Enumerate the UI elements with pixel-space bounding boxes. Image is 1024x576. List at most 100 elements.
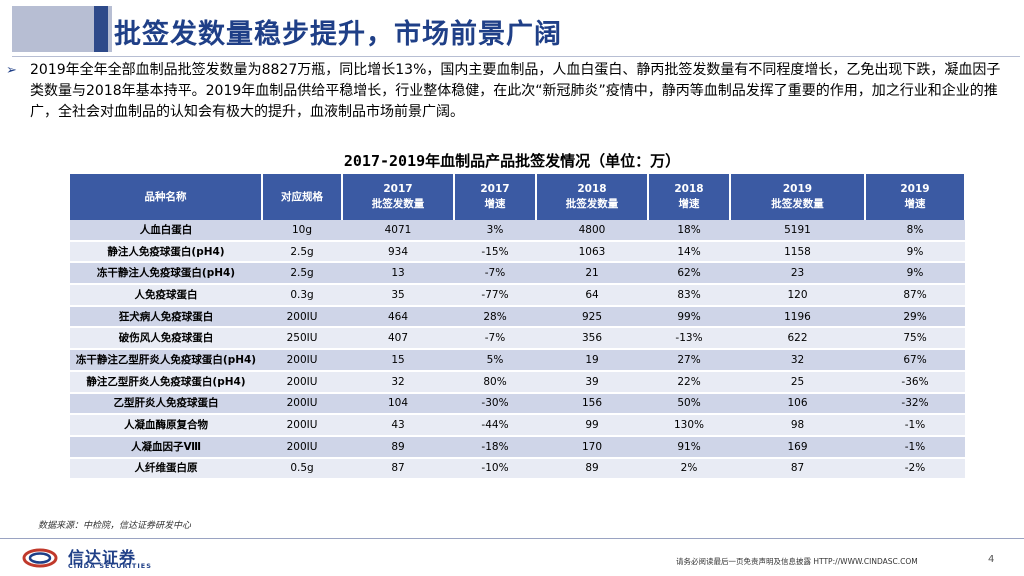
data-source-note: 数据来源：中检院，信达证券研发中心 bbox=[38, 521, 192, 531]
product-name-cell: 人凝血因子Ⅷ bbox=[70, 435, 262, 459]
table-row: 破伤风人免疫球蛋白 250IU 407 -7% 356 -13% 622 75% bbox=[70, 327, 965, 351]
product-name-cell: 狂犬病人免疫球蛋白 bbox=[70, 305, 262, 329]
arrow-bullet-icon: ➢ bbox=[6, 63, 17, 78]
table-cell: 200IU bbox=[262, 305, 342, 329]
column-header: 品种名称 bbox=[70, 174, 263, 220]
table-cell: -32% bbox=[865, 392, 965, 416]
product-name-cell: 静注乙型肝炎人免疫球蛋白(pH4) bbox=[70, 370, 262, 394]
table-cell: -15% bbox=[454, 240, 536, 264]
table-cell: 4071 bbox=[342, 220, 454, 242]
summary-text: 2019年全年全部血制品批签发数量为8827万瓶，同比增长13%，国内主要血制品… bbox=[30, 62, 1001, 120]
table-cell: -18% bbox=[454, 435, 536, 459]
table-cell: 21 bbox=[536, 262, 648, 286]
table-cell: 10g bbox=[262, 220, 342, 242]
table-cell: 28% bbox=[454, 305, 536, 329]
table-cell: -77% bbox=[454, 284, 536, 307]
title-divider bbox=[12, 56, 1020, 57]
table-cell: 1063 bbox=[536, 240, 648, 264]
table-cell: -7% bbox=[454, 262, 536, 286]
table-cell: 89 bbox=[342, 435, 454, 459]
table-cell: 67% bbox=[865, 349, 965, 372]
table-cell: 14% bbox=[648, 240, 730, 264]
product-name-cell: 人血白蛋白 bbox=[70, 220, 262, 242]
table-cell: -13% bbox=[648, 327, 730, 351]
product-name-cell: 冻干静注乙型肝炎人免疫球蛋白(pH4) bbox=[70, 349, 262, 372]
table-row: 狂犬病人免疫球蛋白 200IU 464 28% 925 99% 1196 29% bbox=[70, 305, 965, 329]
table-cell: 2% bbox=[648, 457, 730, 481]
table-cell: 925 bbox=[536, 305, 648, 329]
table-body: 人血白蛋白 10g 4071 3% 4800 18% 5191 8% 静注人免疫球蛋白(pH4)… bbox=[70, 220, 965, 481]
table-title: 2017-2019年血制品产品批签发情况（单位：万） bbox=[343, 152, 681, 170]
table-cell: 99% bbox=[648, 305, 730, 329]
table-cell: 29% bbox=[865, 305, 965, 329]
cinda-swirl-icon bbox=[22, 548, 58, 568]
batch-release-table: 品种名称 对应规格 2017 批签发数量 2017 增速 2018 批签发数量 2018 增速 20… bbox=[70, 174, 966, 481]
table-cell: 87 bbox=[730, 457, 865, 481]
title-bar: 批签发数量稳步提升，市场前景广阔 bbox=[12, 6, 1020, 57]
column-header: 2019 增速 bbox=[865, 174, 966, 220]
table-cell: 80% bbox=[454, 370, 536, 394]
table-cell: 18% bbox=[648, 220, 730, 242]
table-row: 乙型肝炎人免疫球蛋白 200IU 104 -30% 156 50% 106 -32% bbox=[70, 392, 965, 416]
column-header: 2017 批签发数量 bbox=[342, 174, 455, 220]
disclaimer-text: 请务必阅读最后一页免责声明及信息披露 HTTP://WWW.CINDASC.CO… bbox=[676, 557, 918, 566]
product-name-cell: 破伤风人免疫球蛋白 bbox=[70, 327, 262, 351]
table-cell: 0.5g bbox=[262, 457, 342, 481]
table-cell: 106 bbox=[730, 392, 865, 416]
column-header: 2017 增速 bbox=[454, 174, 537, 220]
table-cell: 120 bbox=[730, 284, 865, 307]
table-cell: 356 bbox=[536, 327, 648, 351]
table-cell: 200IU bbox=[262, 435, 342, 459]
table-cell: 8% bbox=[865, 220, 965, 242]
table-cell: 87% bbox=[865, 284, 965, 307]
table-cell: 200IU bbox=[262, 392, 342, 416]
table-cell: 407 bbox=[342, 327, 454, 351]
table-cell: 2.5g bbox=[262, 262, 342, 286]
table-cell: 464 bbox=[342, 305, 454, 329]
table-cell: 2.5g bbox=[262, 240, 342, 264]
table-header-row: 品种名称 对应规格 2017 批签发数量 2017 增速 2018 批签发数量 2018 增速 20… bbox=[70, 174, 966, 220]
table-cell: 43 bbox=[342, 414, 454, 437]
table-row: 冻干静注乙型肝炎人免疫球蛋白(pH4) 200IU 15 5% 19 27% 32 67% bbox=[70, 349, 965, 372]
product-name-cell: 乙型肝炎人免疫球蛋白 bbox=[70, 392, 262, 416]
table-cell: 200IU bbox=[262, 414, 342, 437]
column-header: 2018 批签发数量 bbox=[536, 174, 649, 220]
table-cell: 130% bbox=[648, 414, 730, 437]
table-cell: 87 bbox=[342, 457, 454, 481]
product-name-cell: 冻干静注人免疫球蛋白(pH4) bbox=[70, 262, 262, 286]
table-cell: 64 bbox=[536, 284, 648, 307]
product-name-cell: 人免疫球蛋白 bbox=[70, 284, 262, 307]
table-cell: -36% bbox=[865, 370, 965, 394]
table-cell: 62% bbox=[648, 262, 730, 286]
table-cell: -30% bbox=[454, 392, 536, 416]
table-cell: 27% bbox=[648, 349, 730, 372]
table-row: 人纤维蛋白原 0.5g 87 -10% 89 2% 87 -2% bbox=[70, 457, 965, 481]
table-cell: 200IU bbox=[262, 349, 342, 372]
table-cell: 13 bbox=[342, 262, 454, 286]
table-row: 人血白蛋白 10g 4071 3% 4800 18% 5191 8% bbox=[70, 220, 965, 242]
logo-chinese-name: 信达证券 bbox=[68, 548, 137, 567]
table-cell: 32 bbox=[342, 370, 454, 394]
table-cell: 1196 bbox=[730, 305, 865, 329]
table-cell: 83% bbox=[648, 284, 730, 307]
table-cell: 50% bbox=[648, 392, 730, 416]
table-cell: -10% bbox=[454, 457, 536, 481]
table-cell: -44% bbox=[454, 414, 536, 437]
table-cell: 5191 bbox=[730, 220, 865, 242]
table-cell: 4800 bbox=[536, 220, 648, 242]
table-cell: 39 bbox=[536, 370, 648, 394]
column-header: 2019 批签发数量 bbox=[730, 174, 866, 220]
product-name-cell: 静注人免疫球蛋白(pH4) bbox=[70, 240, 262, 264]
table-cell: 169 bbox=[730, 435, 865, 459]
logo-english-name: CINDA SECURITIES bbox=[68, 562, 152, 570]
column-header: 2018 增速 bbox=[648, 174, 731, 220]
table-cell: 15 bbox=[342, 349, 454, 372]
table-cell: 22% bbox=[648, 370, 730, 394]
table-cell: 35 bbox=[342, 284, 454, 307]
table-cell: 98 bbox=[730, 414, 865, 437]
table-cell: 622 bbox=[730, 327, 865, 351]
table-cell: 9% bbox=[865, 262, 965, 286]
table-cell: 170 bbox=[536, 435, 648, 459]
table-cell: 250IU bbox=[262, 327, 342, 351]
table-row: 静注乙型肝炎人免疫球蛋白(pH4) 200IU 32 80% 39 22% 25 -36% bbox=[70, 370, 965, 394]
